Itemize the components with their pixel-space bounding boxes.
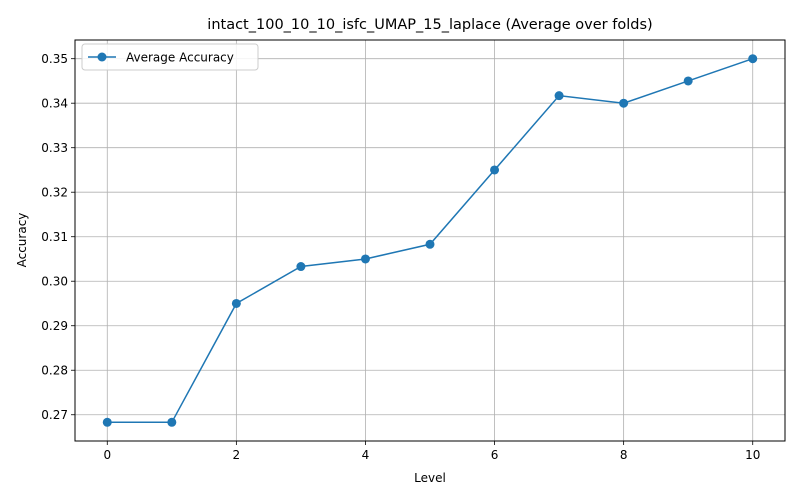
x-axis-label: Level (414, 471, 446, 485)
y-tick-label: 0.35 (41, 52, 68, 66)
x-tick-label: 6 (491, 448, 499, 462)
data-point (102, 417, 112, 427)
legend: Average Accuracy (81, 43, 259, 71)
x-tick-label: 10 (745, 448, 760, 462)
data-point (425, 239, 435, 249)
data-point (167, 417, 177, 427)
x-tick-label: 0 (103, 448, 111, 462)
data-point (554, 91, 564, 101)
y-tick-label: 0.30 (41, 275, 68, 289)
y-tick-label: 0.29 (41, 319, 68, 333)
data-point (490, 165, 500, 175)
data-point (683, 76, 693, 86)
data-point (748, 54, 758, 64)
x-axis: 0 2 4 6 8 10 (103, 441, 760, 462)
y-tick-label: 0.28 (41, 364, 68, 378)
data-point (231, 298, 241, 308)
grid (75, 40, 785, 441)
plot-frame (74, 39, 786, 442)
y-axis-label: Accuracy (15, 213, 29, 268)
x-tick-label: 4 (362, 448, 370, 462)
y-axis: 0.27 0.28 0.29 0.30 0.31 0.32 0.33 0.34 0.35 (41, 52, 75, 422)
y-tick-label: 0.27 (41, 408, 68, 422)
x-tick-label: 8 (620, 448, 628, 462)
y-tick-label: 0.34 (41, 97, 68, 111)
y-tick-label: 0.33 (41, 141, 68, 155)
y-tick-label: 0.32 (41, 186, 68, 200)
data-point (619, 98, 629, 108)
data-point (296, 262, 306, 272)
x-tick-label: 2 (233, 448, 241, 462)
legend-box (81, 43, 259, 71)
legend-marker-swatch (97, 52, 107, 62)
data-point (360, 254, 370, 264)
legend-label: Average Accuracy (126, 51, 234, 65)
y-tick-label: 0.31 (41, 230, 68, 244)
chart-title: intact_100_10_10_isfc_UMAP_15_laplace (A… (207, 17, 652, 33)
series-layer (102, 54, 758, 427)
